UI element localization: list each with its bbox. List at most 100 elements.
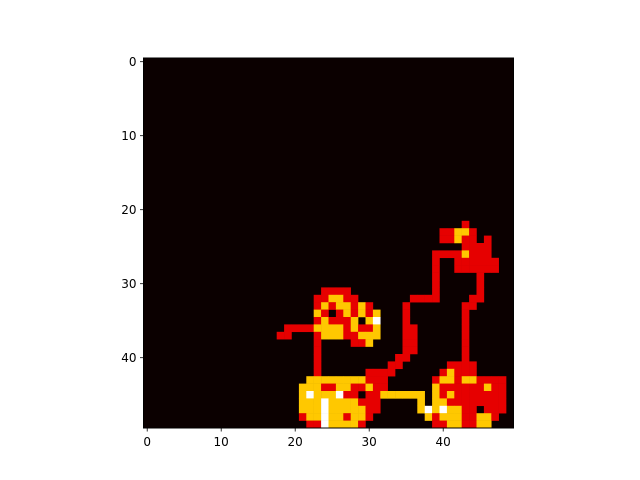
- heatmap-cell: [358, 331, 366, 340]
- heatmap-cell: [461, 346, 470, 355]
- heatmap-cell: [313, 317, 322, 325]
- heatmap-cell: [476, 420, 485, 429]
- heatmap-cell: [476, 265, 485, 273]
- heatmap-cell: [469, 228, 477, 236]
- heatmap-cell: [461, 302, 470, 310]
- heatmap-cell: [321, 376, 329, 384]
- heatmap-cell: [402, 309, 411, 318]
- heatmap-cell: [335, 309, 344, 318]
- heatmap-cell: [372, 383, 381, 392]
- heatmap-cell: [387, 391, 396, 399]
- heatmap-cell: [461, 324, 470, 333]
- heatmap-cell: [350, 383, 359, 392]
- heatmap-cell: [454, 265, 462, 273]
- heatmap-cell: [491, 398, 499, 407]
- heatmap-cell: [402, 331, 411, 340]
- heatmap-cell: [446, 368, 455, 377]
- heatmap-cell: [313, 294, 322, 303]
- heatmap-cell: [380, 368, 388, 377]
- heatmap-cells: [276, 220, 507, 429]
- heatmap-cell: [483, 243, 492, 251]
- heatmap-cell: [483, 405, 492, 414]
- heatmap-cell: [491, 413, 499, 421]
- heatmap-cell: [335, 391, 344, 399]
- heatmap-cell: [313, 413, 322, 421]
- heatmap-cell: [476, 250, 485, 259]
- heatmap-cell: [498, 398, 507, 407]
- heatmap-cell: [402, 354, 411, 362]
- heatmap-cell: [350, 331, 359, 340]
- heatmap-cell: [328, 331, 337, 340]
- heatmap-cell: [469, 235, 477, 244]
- heatmap-cell: [461, 220, 470, 229]
- heatmap-cell: [328, 287, 337, 296]
- heatmap-cell: [380, 383, 388, 392]
- heatmap-cell: [313, 405, 322, 414]
- heatmap-cell: [469, 257, 477, 266]
- heatmap-cell: [439, 383, 448, 392]
- heatmap-cell: [313, 368, 322, 377]
- heatmap-cell: [483, 265, 492, 273]
- heatmap-cell: [483, 413, 492, 421]
- heatmap-cell: [417, 391, 425, 399]
- heatmap-cell: [469, 361, 477, 370]
- heatmap-cell: [446, 228, 455, 236]
- heatmap-cell: [469, 250, 477, 259]
- y-tick-label: 10: [121, 129, 136, 143]
- heatmap-cell: [498, 405, 507, 414]
- heatmap-cell: [461, 257, 470, 266]
- heatmap-cell: [306, 376, 314, 384]
- heatmap-cell: [343, 413, 351, 421]
- heatmap-cell: [321, 420, 329, 429]
- heatmap-cell: [461, 354, 470, 362]
- heatmap-cell: [298, 398, 307, 407]
- heatmap-cell: [461, 413, 470, 421]
- heatmap-cell: [350, 391, 359, 399]
- heatmap-cell: [284, 324, 292, 333]
- heatmap-cell: [335, 324, 344, 333]
- heatmap-cell: [476, 294, 485, 303]
- heatmap-cell: [476, 413, 485, 421]
- heatmap-cell: [417, 398, 425, 407]
- heatmap-cell: [483, 420, 492, 429]
- heatmap-cell: [343, 405, 351, 414]
- heatmap-cell: [313, 398, 322, 407]
- heatmap-cell: [335, 413, 344, 421]
- heatmap-cell: [298, 324, 307, 333]
- heatmap-cell: [343, 376, 351, 384]
- heatmap-cell: [432, 294, 440, 303]
- heatmap-cell: [365, 331, 374, 340]
- heatmap-cell: [432, 272, 440, 281]
- y-tick-label: 0: [129, 55, 137, 69]
- heatmap-cell: [461, 317, 470, 325]
- heatmap-cell: [343, 324, 351, 333]
- heatmap-cell: [483, 235, 492, 244]
- heatmap-cell: [476, 287, 485, 296]
- heatmap-cell: [358, 413, 366, 421]
- heatmap-cell: [343, 317, 351, 325]
- heatmap-cell: [446, 250, 455, 259]
- heatmap-cell: [483, 376, 492, 384]
- heatmap-cell: [491, 383, 499, 392]
- heatmap-cell: [321, 302, 329, 310]
- heatmap-cell: [446, 405, 455, 414]
- heatmap-cell: [343, 383, 351, 392]
- heatmap-cell: [358, 383, 366, 392]
- heatmap-cell: [454, 413, 462, 421]
- heatmap-cell: [335, 294, 344, 303]
- heatmap-cell: [358, 302, 366, 310]
- heatmap-cell: [313, 383, 322, 392]
- heatmap-cell: [446, 235, 455, 244]
- heatmap-cell: [461, 309, 470, 318]
- heatmap-cell: [409, 391, 418, 399]
- heatmap-cell: [446, 361, 455, 370]
- heatmap-cell: [350, 413, 359, 421]
- heatmap-cell: [306, 383, 314, 392]
- heatmap-cell: [461, 361, 470, 370]
- heatmap-cell: [395, 354, 403, 362]
- heatmap-cell: [321, 405, 329, 414]
- heatmap-cell: [469, 398, 477, 407]
- heatmap-cell: [358, 324, 366, 333]
- heatmap-cell: [432, 383, 440, 392]
- heatmap-cell: [402, 346, 411, 355]
